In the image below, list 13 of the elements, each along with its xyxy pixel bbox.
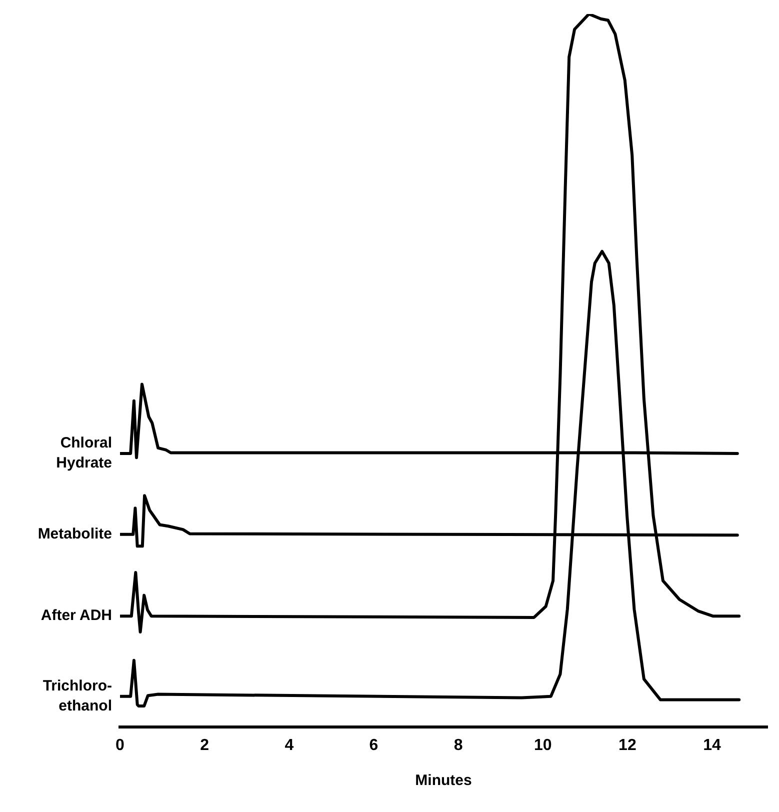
- x-tick-label: 12: [618, 736, 636, 754]
- x-tick-label: 10: [534, 736, 552, 754]
- x-axis-title: Minutes: [415, 772, 472, 790]
- x-tick-label: 4: [284, 736, 294, 754]
- x-tick-label: 0: [116, 736, 125, 754]
- series-label: Chloral Hydrate: [56, 434, 112, 472]
- series-label: After ADH: [40, 607, 112, 624]
- series-label: Metabolite: [38, 526, 112, 543]
- x-tick-label: 2: [200, 736, 210, 754]
- series-label: Trichloro-ethanol: [42, 677, 112, 714]
- x-tick-label: 8: [454, 736, 463, 754]
- x-tick-label: 6: [369, 736, 378, 754]
- x-tick-label: 14: [703, 736, 722, 754]
